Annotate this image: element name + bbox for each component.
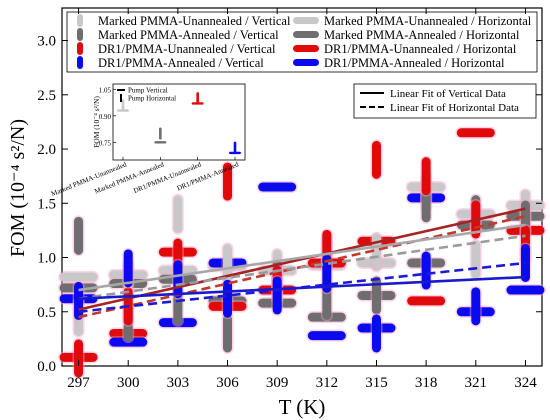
x-axis: 297 300 303 306 309 312 315 318 321 324 (67, 8, 537, 391)
x-tick-label: 306 (216, 375, 239, 391)
x-tick-label: 318 (415, 375, 438, 391)
data-point-dr1_unannealed-vbar (421, 157, 431, 196)
inset-point-pump-vertical (154, 141, 167, 144)
series-legend: Marked PMMA-Unannealed / Vertical Marked … (66, 11, 538, 73)
data-point-dr1_annealed-vbar (421, 251, 431, 290)
legend-label: DR1/PMMA-Unannealed / Vertical (98, 42, 276, 56)
data-point-marked_unannealed-vbar (223, 243, 233, 282)
x-tick-label: 321 (465, 375, 488, 391)
y-tick-label: 2.5 (37, 88, 56, 104)
fit-lines (78, 207, 526, 319)
data-point-dr1_annealed-hbar (506, 285, 545, 295)
x-tick-label: 297 (67, 375, 90, 391)
data-point-dr1_unannealed-hbar (456, 128, 495, 138)
inset-plot-area (112, 83, 246, 161)
data-point-dr1_annealed-vbar (223, 279, 233, 318)
y-tick-label: 1.0 (37, 251, 56, 267)
legend-marker (77, 56, 83, 69)
y-tick-label: 2.0 (37, 142, 56, 158)
data-point-dr1_annealed-vbar (471, 287, 481, 326)
x-tick-label: 315 (365, 375, 388, 391)
inset-legend-label: Pump Vertical (128, 87, 168, 95)
data-point-marked_unannealed-vbar (371, 233, 381, 272)
data-point-dr1_annealed-vbar (74, 281, 84, 320)
data-point-dr1_annealed-vbar (272, 276, 282, 315)
legend-label: DR1/PMMA-Annealed / Vertical (98, 56, 264, 70)
legend-marker (293, 45, 319, 52)
fit-legend-label: Linear Fit of Vertical Data (390, 88, 506, 100)
inset-point-pump-horizontal (233, 141, 237, 154)
inset-point-pump-horizontal (121, 99, 125, 112)
y-tick-label: 3.0 (37, 34, 56, 50)
data-point-dr1_annealed-vbar (371, 314, 381, 353)
data-point-marked_unannealed-vbar (173, 195, 183, 234)
data-point-marked_unannealed-vbar (471, 240, 481, 279)
fit-legend: Linear Fit of Vertical Data Linear Fit of… (353, 83, 537, 119)
fit-line-dashed (78, 234, 526, 301)
inset-y-tick-label: 1.05 (99, 86, 112, 94)
fit-line-solid (78, 207, 526, 311)
data-point-marked_annealed-vbar (74, 216, 84, 255)
data-point-dr1_unannealed-vbar (223, 162, 233, 201)
data-point-dr1_unannealed-vbar (371, 140, 381, 179)
inset-y-tick-label: 0.75 (99, 139, 112, 147)
x-axis-label: T (K) (279, 395, 326, 419)
legend-marker (293, 17, 319, 24)
legend-marker (293, 59, 319, 66)
x-tick-label: 312 (316, 375, 339, 391)
x-tick-label: 303 (167, 375, 190, 391)
fit-line-solid (78, 223, 526, 292)
inset-point-pump-horizontal (159, 127, 162, 140)
inset-y-axis-label: FOM (10⁻⁴ s²/N) (92, 96, 101, 148)
y-tick-label: 0.0 (37, 359, 56, 375)
x-tick-label: 309 (266, 375, 289, 391)
data-point-dr1_annealed-hbar (109, 337, 148, 347)
data-point-dr1_unannealed-vbar (74, 339, 84, 378)
y-axis-label: FOM (10⁻⁴ s²/N) (7, 119, 29, 257)
x-tick-label: 300 (117, 375, 140, 391)
legend-label: Marked PMMA-Annealed / Horizontal (324, 28, 520, 42)
fit-line-dashed (78, 261, 526, 314)
legend-label: Marked PMMA-Unannealed / Vertical (98, 14, 291, 28)
data-point-dr1_unannealed-hbar (407, 296, 446, 306)
legend-marker (293, 31, 319, 38)
data-point-marked_annealed-vbar (371, 276, 381, 315)
inset-legend-marker (117, 89, 125, 91)
legend-label: Marked PMMA-Unannealed / Horizontal (324, 14, 532, 28)
inset-point-pump-horizontal (196, 92, 199, 105)
x-tick-label: 324 (514, 375, 537, 391)
data-point-marked_unannealed-hbar (59, 272, 98, 282)
legend-label: DR1/PMMA-Unannealed / Horizontal (324, 42, 517, 56)
legend-label: DR1/PMMA-Annealed / Horizontal (324, 56, 505, 70)
data-point-dr1_annealed-hbar (258, 182, 297, 192)
y-tick-label: 0.5 (37, 305, 56, 321)
legend-marker (77, 28, 83, 41)
data-point-dr1_annealed-hbar (307, 331, 346, 341)
data-point-dr1_annealed-vbar (123, 249, 133, 288)
inset-y-tick-label: 0.90 (99, 113, 112, 121)
legend-label: Marked PMMA-Annealed / Vertical (98, 28, 279, 42)
y-axis: 0.0 0.5 1.0 1.5 2.0 2.5 3.0 (37, 34, 542, 375)
inset-legend-label: Pump Horizontal (128, 95, 176, 103)
y-tick-label: 1.5 (37, 196, 56, 212)
legend-marker (77, 14, 83, 27)
fit-legend-box (353, 83, 537, 119)
data-point-marked_annealed-vbar (223, 314, 233, 353)
inset-legend-marker (120, 94, 122, 102)
legend-marker (77, 42, 83, 55)
fit-legend-label: Linear Fit of Horizontal Data (390, 102, 519, 114)
